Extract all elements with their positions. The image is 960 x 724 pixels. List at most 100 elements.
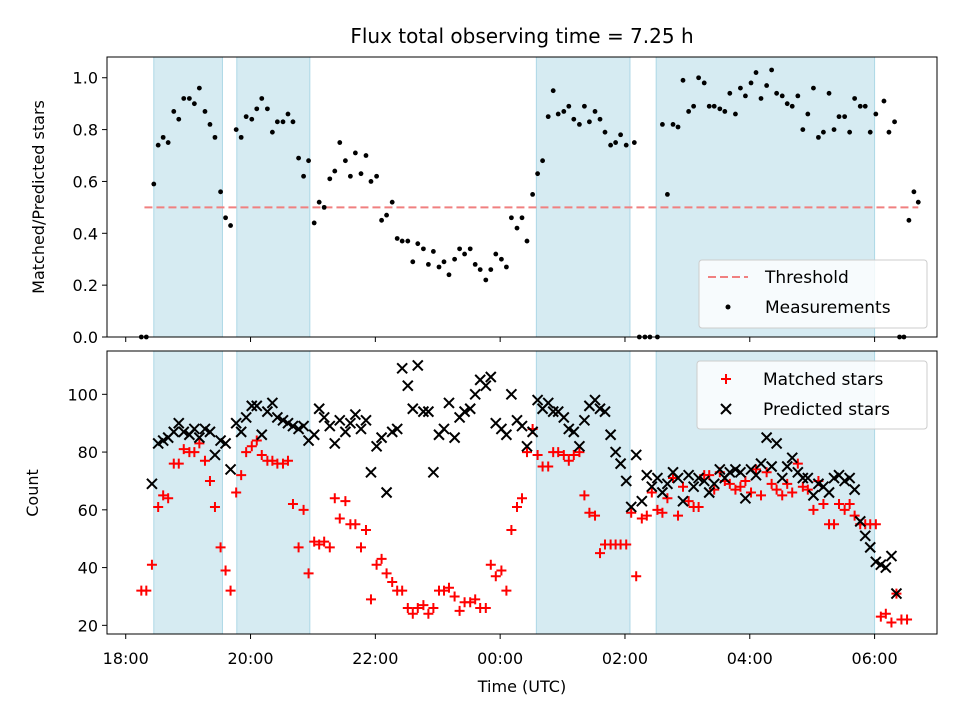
- measurement-point: [738, 85, 743, 91]
- matched-star-point: [646, 487, 657, 498]
- matched-star-point: [683, 496, 694, 507]
- measurement-point: [711, 103, 717, 109]
- predicted-star-point: [558, 411, 570, 424]
- measurement-point: [631, 140, 637, 145]
- predicted-star-point: [620, 475, 632, 487]
- legend-predicted-label: Predicted stars: [763, 400, 890, 420]
- measurement-point: [483, 277, 489, 283]
- measurement-point: [477, 267, 483, 272]
- matched-star-point: [693, 501, 704, 512]
- measurement-point: [420, 246, 426, 252]
- measurement-point: [352, 150, 358, 156]
- measurement-point: [368, 179, 374, 184]
- matched-star-point: [839, 504, 850, 515]
- measurement-point: [269, 129, 275, 135]
- predicted-star-point: [344, 417, 357, 429]
- matched-star-point: [808, 504, 819, 515]
- matched-star-point: [740, 475, 751, 486]
- measurement-point: [758, 96, 764, 101]
- matched-star-point: [387, 577, 398, 588]
- measurement-point: [379, 217, 384, 223]
- measurement-point: [577, 122, 582, 127]
- matched-star-point: [761, 467, 772, 478]
- matched-star-point: [454, 605, 465, 616]
- measurement-point: [582, 103, 587, 109]
- measurement-point: [852, 96, 858, 101]
- predicted-star-point: [313, 403, 325, 415]
- measurement-point: [316, 199, 322, 205]
- measurement-point: [784, 101, 790, 107]
- measurement-point: [410, 259, 416, 265]
- predicted-star-point: [823, 486, 835, 499]
- predicted-star-point: [480, 379, 492, 392]
- matched-star-point: [579, 490, 590, 501]
- predicted-star-point: [802, 472, 814, 484]
- matched-star-point: [777, 490, 788, 501]
- matched-star-point: [443, 582, 454, 593]
- x-tick-label: 22:00: [352, 649, 398, 668]
- measurement-point: [686, 109, 692, 114]
- matched-star-point: [626, 507, 637, 518]
- measurement-point: [374, 173, 379, 179]
- measurement-point: [488, 267, 494, 272]
- predicted-star-point: [168, 426, 180, 438]
- measurement-point: [415, 241, 421, 247]
- predicted-star-point: [750, 469, 762, 481]
- measurement-point: [399, 238, 405, 244]
- matched-star-point: [590, 510, 601, 521]
- matched-star-point: [236, 470, 247, 481]
- matched-star-point: [631, 571, 642, 582]
- matched-star-point: [595, 548, 606, 559]
- measurement-point: [243, 114, 249, 120]
- measurement-point: [873, 111, 879, 117]
- matched-star-point: [756, 490, 767, 501]
- predicted-star-point: [599, 405, 611, 418]
- matched-star-point: [844, 499, 855, 510]
- measurement-point: [358, 171, 364, 177]
- measurement-point: [862, 103, 868, 109]
- matched-star-point: [735, 481, 746, 492]
- predicted-star-point: [178, 426, 190, 438]
- matched-star-point: [173, 458, 184, 469]
- count-panel-y-tick-label: 40: [78, 559, 98, 578]
- measurement-point: [550, 88, 556, 94]
- predicted-star-point: [349, 408, 362, 421]
- predicted-star-point: [776, 472, 788, 484]
- predicted-star-point: [500, 429, 513, 441]
- measurement-point: [290, 119, 296, 125]
- measurement-point: [847, 129, 853, 135]
- measurement-point: [915, 199, 921, 205]
- matched-star-point: [568, 449, 579, 460]
- measurement-point: [753, 70, 759, 75]
- predicted-star-point: [448, 431, 461, 444]
- measurement-point: [457, 246, 462, 252]
- count-panel-y-tick-label: 20: [78, 616, 98, 635]
- predicted-star-point: [308, 429, 320, 441]
- ratio-panel-y-tick-label: 0.6: [73, 172, 98, 191]
- measurement-point: [540, 158, 545, 164]
- matched-star-point: [293, 542, 304, 553]
- measurement-point: [384, 212, 389, 218]
- predicted-star-point: [235, 426, 247, 438]
- matched-star-point: [365, 594, 376, 605]
- shaded-interval: [535, 56, 631, 338]
- predicted-star-point: [287, 420, 299, 432]
- measurement-point: [212, 134, 218, 140]
- measurement-point: [675, 124, 681, 130]
- predicted-star-point: [760, 431, 773, 444]
- matched-star-point: [194, 438, 205, 449]
- measurement-point: [831, 127, 837, 132]
- predicted-star-point: [526, 426, 539, 438]
- matched-star-point: [428, 603, 439, 614]
- matched-star-point: [496, 565, 507, 576]
- measurement-point: [405, 238, 411, 244]
- measurement-point: [535, 171, 541, 177]
- predicted-star-point: [469, 388, 481, 401]
- predicted-star-point: [885, 550, 898, 562]
- measurement-point: [748, 80, 754, 86]
- predicted-star-point: [848, 483, 861, 496]
- measurement-point: [727, 90, 733, 96]
- count-legend-frame: [696, 360, 928, 430]
- predicted-star-point: [334, 414, 346, 427]
- x-tick-label: 18:00: [103, 649, 149, 668]
